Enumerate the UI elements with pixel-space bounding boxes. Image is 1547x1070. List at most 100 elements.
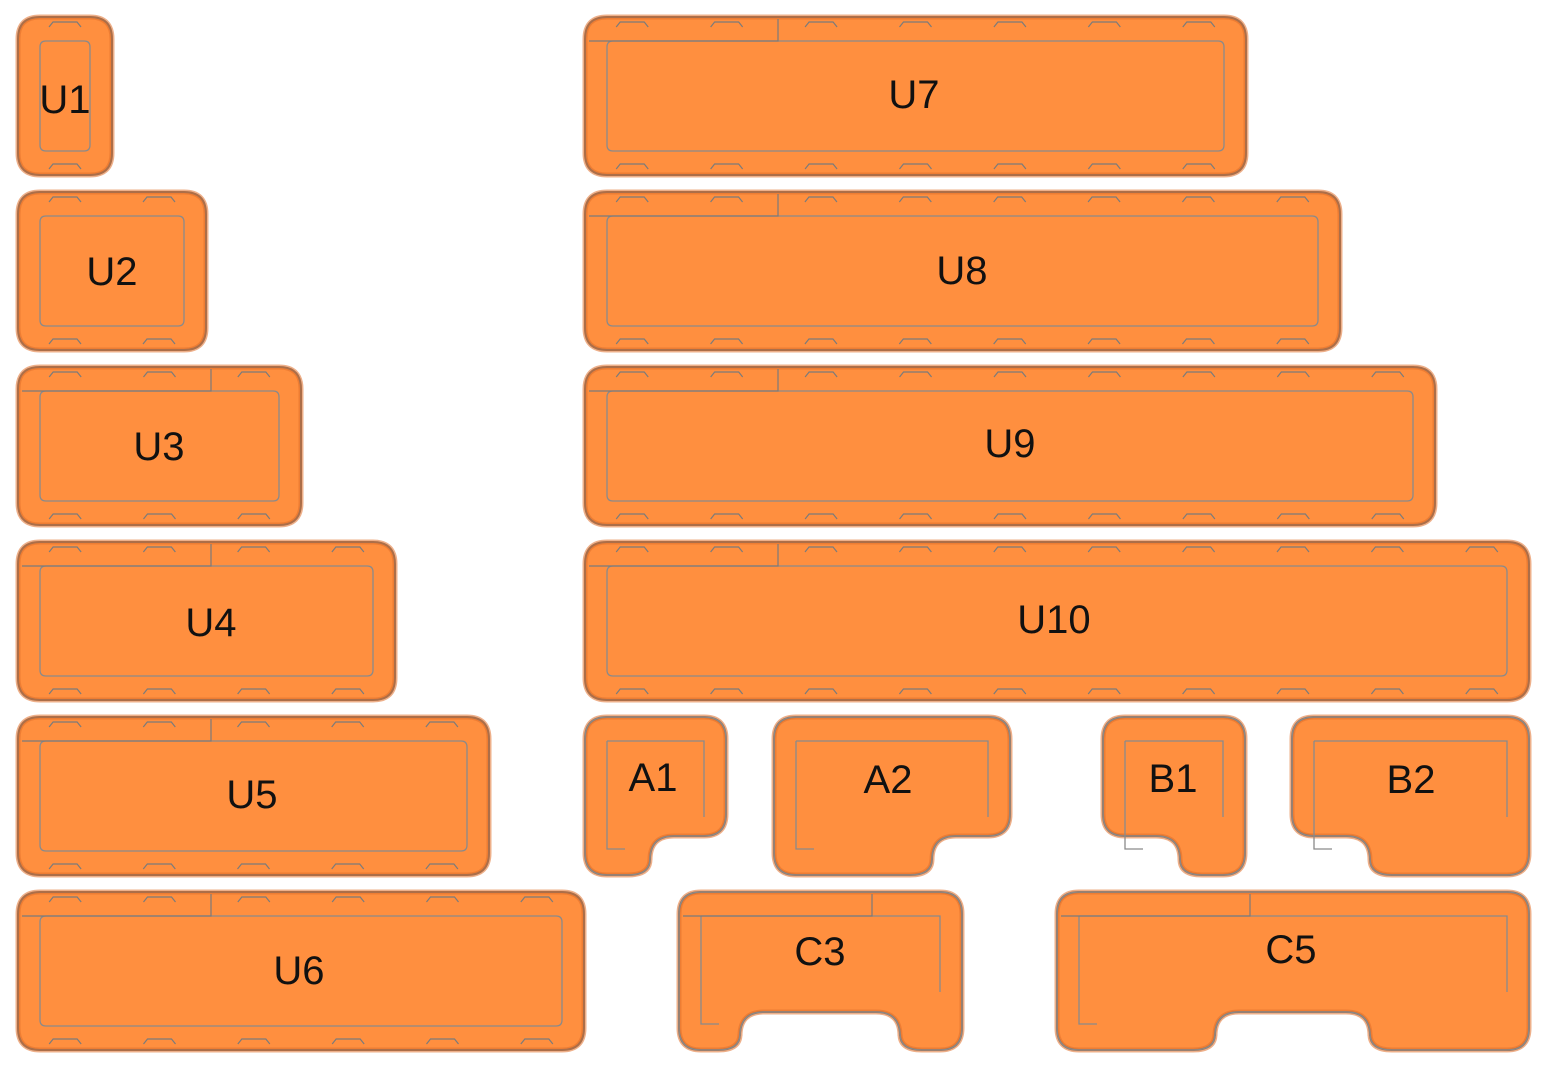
stacking-tab xyxy=(1087,163,1121,170)
stacking-tab xyxy=(1276,196,1310,203)
bin-inner-edge xyxy=(795,741,814,850)
bin-inner-wall xyxy=(1102,716,1246,876)
stacking-tab xyxy=(237,688,271,695)
bin-shapes xyxy=(15,14,1532,1053)
bin-inner-edge xyxy=(1313,741,1332,850)
bin-u5 xyxy=(15,714,492,878)
stacking-tab xyxy=(331,1038,365,1045)
stacking-tab xyxy=(237,1038,271,1045)
bin-inner-wall xyxy=(39,215,185,327)
stacking-tab xyxy=(331,546,365,553)
bin-label-lip xyxy=(22,369,212,392)
bin-inner-wall xyxy=(584,716,727,876)
stacking-tab xyxy=(48,338,82,345)
bin-u6 xyxy=(15,889,587,1053)
stacking-tab xyxy=(237,863,270,870)
bin-inner-wall xyxy=(1056,891,1530,1051)
stacking-tab xyxy=(48,688,82,695)
stacking-tab xyxy=(1276,688,1310,695)
label-u2: U2 xyxy=(86,250,137,294)
stacking-tab xyxy=(331,896,365,903)
bin-label-lip xyxy=(683,894,873,917)
bin-label-lip xyxy=(589,544,779,567)
stacking-tab xyxy=(520,896,554,903)
label-a1: A1 xyxy=(629,756,678,800)
stacking-tab xyxy=(142,688,176,695)
stacking-tab xyxy=(710,21,744,28)
stacking-tab xyxy=(804,196,838,203)
stacking-tab xyxy=(710,196,744,203)
bin-a1 xyxy=(582,714,729,878)
stacking-tab xyxy=(237,896,271,903)
stacking-tab xyxy=(993,338,1027,345)
stacking-tab xyxy=(48,721,82,728)
stacking-tab xyxy=(143,371,176,378)
stacking-tab xyxy=(993,513,1027,520)
bin-u9 xyxy=(582,364,1438,528)
bin-inner-wall xyxy=(1291,716,1530,876)
label-b1: B1 xyxy=(1149,757,1198,801)
stacking-tab xyxy=(993,196,1027,203)
bin-shading xyxy=(15,714,492,878)
bin-inner-edge xyxy=(1078,916,1097,1025)
label-u3: U3 xyxy=(133,425,184,469)
bin-a2 xyxy=(771,714,1013,878)
stacking-tab xyxy=(331,721,365,728)
bin-labels: U1 U2 U3 U4 U5 U6 U7 U8 U9 U10 A1 A2 B1 … xyxy=(39,73,1435,993)
bin-inner-wall xyxy=(39,565,374,677)
stacking-tab xyxy=(1182,371,1216,378)
stacking-tab xyxy=(615,196,649,203)
bin-inner-edge xyxy=(607,740,705,817)
bin-shading xyxy=(15,14,115,178)
stacking-tab xyxy=(898,196,932,203)
stacking-tab xyxy=(426,896,459,903)
stacking-tab xyxy=(899,21,932,28)
label-u1: U1 xyxy=(39,78,90,122)
stacking-tab xyxy=(48,513,82,520)
stacking-tab xyxy=(1276,338,1310,345)
bin-inner-edge xyxy=(1124,741,1143,850)
stacking-tab xyxy=(1371,513,1405,520)
stacking-tab xyxy=(1182,21,1216,28)
stacking-tab xyxy=(804,338,838,345)
stacking-tab xyxy=(615,546,649,553)
stacking-tab xyxy=(1182,163,1216,170)
stacking-tab xyxy=(1370,688,1404,695)
bin-shading xyxy=(582,14,1249,178)
bin-b1 xyxy=(1100,714,1248,878)
bin-shading xyxy=(582,364,1438,528)
stacking-tab xyxy=(1181,196,1215,203)
stacking-tab xyxy=(710,338,744,345)
label-c5: C5 xyxy=(1265,928,1316,972)
label-b2: B2 xyxy=(1387,758,1436,802)
stacking-tab xyxy=(48,546,82,553)
stacking-tab xyxy=(898,338,932,345)
bin-c5 xyxy=(1054,889,1532,1053)
stacking-tab xyxy=(710,688,744,695)
bin-shading xyxy=(15,539,398,703)
stacking-tab xyxy=(898,688,932,695)
label-u6: U6 xyxy=(273,949,324,993)
bin-u7 xyxy=(582,14,1249,178)
stacking-tab xyxy=(1465,688,1499,695)
bin-label-lip xyxy=(589,194,779,217)
bin-inner-edge xyxy=(796,740,989,817)
stacking-tab xyxy=(1276,371,1310,378)
stacking-tab xyxy=(48,1038,82,1045)
bin-c3 xyxy=(676,889,965,1053)
bin-inner-edge xyxy=(700,916,719,1025)
stacking-tab xyxy=(48,196,82,203)
stacking-tab xyxy=(143,513,176,520)
bin-label-lip xyxy=(22,894,212,917)
bin-label-lip xyxy=(1061,894,1251,917)
stacking-tab xyxy=(1182,688,1216,695)
stacking-tab xyxy=(615,163,649,170)
stacking-tab xyxy=(1087,546,1121,553)
bin-inner-wall xyxy=(606,215,1319,327)
bin-b2 xyxy=(1289,714,1532,878)
stacking-tab xyxy=(1087,513,1121,520)
stacking-tab xyxy=(615,371,649,378)
stacking-tab xyxy=(143,1038,176,1045)
stacking-tab xyxy=(331,863,365,870)
stacking-tab xyxy=(710,371,744,378)
